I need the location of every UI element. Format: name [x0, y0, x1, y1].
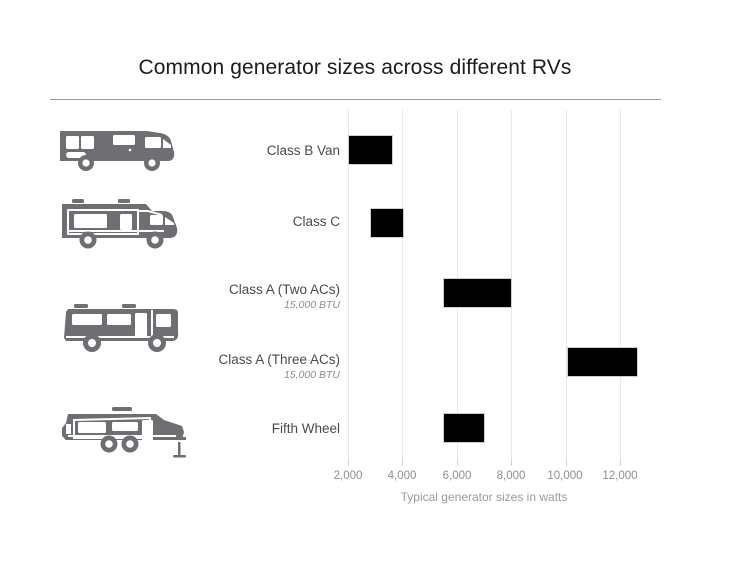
category-label-class-c: Class C — [113, 213, 348, 230]
gridline-2000 — [348, 110, 349, 460]
xtick-label-8000: 8,000 — [496, 470, 526, 482]
xtick-label-12000: 12,000 — [602, 470, 638, 482]
bar-class-a-three-acs — [567, 347, 638, 377]
bar-fifth-wheel — [443, 413, 485, 443]
category-sublabel-text: 15,000 BTU — [283, 299, 340, 311]
tickmark-6000 — [457, 460, 458, 466]
gridline-4000 — [402, 110, 403, 460]
xtick-label-2000: 2,000 — [333, 470, 363, 482]
tickmark-2000 — [348, 460, 349, 466]
plot-area — [348, 110, 638, 466]
fifth-wheel-trailer-icon — [52, 398, 190, 464]
tickmark-12000 — [620, 460, 621, 466]
category-label-class-b-van: Class B Van — [113, 142, 348, 159]
category-label-text: Class A (Three ACs) — [218, 352, 340, 367]
bar-class-b-van — [348, 135, 393, 165]
category-label-class-a-three-acs: Class A (Three ACs) 15,000 BTU — [113, 351, 348, 383]
category-label-text: Class A (Two ACs) — [228, 282, 340, 297]
title-divider — [50, 99, 661, 100]
category-sublabel-text: 15,000 BTU — [283, 369, 340, 381]
class-c-motorhome-icon — [52, 191, 182, 253]
tickmark-4000 — [402, 460, 403, 466]
category-label-text: Class B Van — [266, 143, 340, 158]
class-a-motorhome-icon — [52, 298, 182, 356]
gridline-12000 — [620, 110, 621, 460]
bar-class-a-two-acs — [443, 278, 512, 308]
tickmark-10000 — [566, 460, 567, 466]
category-label-fifth-wheel: Fifth Wheel — [113, 420, 348, 437]
page-title: Common generator sizes across different … — [138, 56, 572, 79]
bar-class-c — [370, 208, 404, 238]
category-label-class-a-two-acs: Class A (Two ACs) 15,000 BTU — [113, 281, 348, 313]
tickmark-8000 — [511, 460, 512, 466]
category-label-text: Fifth Wheel — [271, 421, 340, 436]
category-label-text: Class C — [292, 214, 340, 229]
x-axis-title: Typical generator sizes in watts — [400, 490, 568, 504]
xtick-label-6000: 6,000 — [442, 470, 472, 482]
class-b-van-icon — [52, 117, 177, 175]
gridline-10000 — [566, 110, 567, 460]
xtick-label-10000: 10,000 — [547, 470, 583, 482]
xtick-label-4000: 4,000 — [387, 470, 417, 482]
